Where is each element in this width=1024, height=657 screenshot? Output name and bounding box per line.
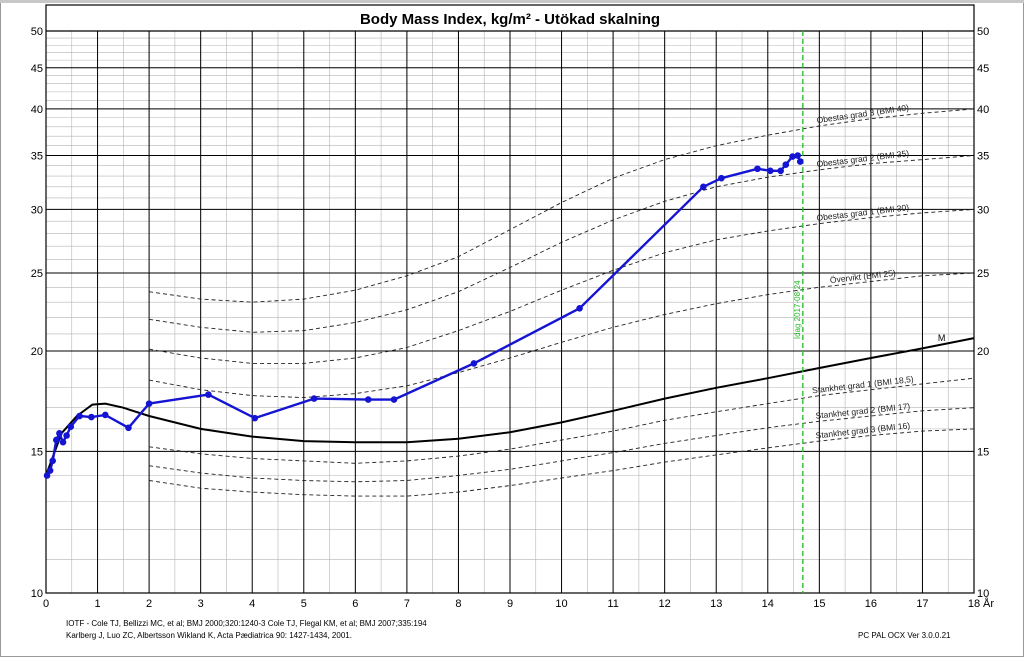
- chart-title: Body Mass Index, kg/m² - Utökad skalning: [360, 11, 660, 28]
- x-tick-label: 4: [249, 598, 255, 610]
- patient-bmi-point: [470, 360, 478, 367]
- x-tick-label: 3: [198, 598, 204, 610]
- patient-bmi-point: [754, 165, 761, 173]
- patient-bmi-point: [782, 161, 790, 168]
- patient-bmi-point: [145, 400, 153, 407]
- today-marker-label: Idag 2017-08-24: [793, 280, 802, 339]
- x-axis-label: År: [983, 597, 994, 610]
- reference-curve: [149, 208, 975, 364]
- patient-bmi-point: [700, 183, 707, 191]
- x-tick-label: 14: [762, 598, 774, 610]
- patient-bmi-point: [767, 167, 774, 175]
- y-tick-label-right: 40: [977, 104, 989, 116]
- y-tick-label-right: 45: [977, 63, 989, 75]
- x-tick-label: 11: [607, 598, 618, 610]
- reference-citation-2: Karlberg J, Luo ZC, Albertsson Wikland K…: [66, 631, 352, 640]
- y-tick-label-right: 20: [977, 346, 989, 358]
- x-tick-label: 8: [455, 598, 461, 610]
- patient-bmi-point: [63, 432, 70, 439]
- patient-bmi-point: [49, 457, 57, 465]
- patient-bmi-point: [777, 167, 784, 175]
- patient-bmi-point: [796, 158, 804, 165]
- y-tick-label-right: 10: [977, 588, 989, 600]
- patient-bmi-point: [56, 429, 63, 437]
- x-tick-label: 7: [404, 598, 410, 610]
- x-tick-label: 10: [555, 598, 567, 610]
- y-tick-label-left: 25: [31, 268, 43, 280]
- y-tick-label-left: 45: [31, 63, 43, 75]
- y-tick-label-left: 15: [31, 446, 43, 458]
- patient-bmi-point: [46, 467, 54, 474]
- patient-bmi-point: [251, 414, 259, 422]
- x-tick-label: 9: [507, 598, 513, 610]
- reference-curve: [149, 272, 975, 399]
- y-tick-label-right: 25: [977, 268, 989, 280]
- y-tick-label-left: 40: [31, 104, 43, 116]
- y-tick-label-left: 10: [31, 588, 43, 600]
- patient-bmi-point: [576, 304, 583, 312]
- patient-bmi-point: [76, 412, 83, 420]
- patient-bmi-point: [364, 396, 372, 403]
- patient-bmi-point: [718, 174, 725, 182]
- reference-curve: [149, 407, 975, 483]
- version-label: PC PAL OCX Ver 3.0.0.21: [858, 631, 951, 640]
- patient-bmi-point: [794, 152, 801, 159]
- median-label: M: [938, 333, 946, 343]
- patient-bmi-point: [310, 395, 318, 402]
- patient-bmi-point: [43, 472, 51, 479]
- x-tick-label: 15: [813, 598, 825, 610]
- x-tick-label: 17: [916, 598, 928, 610]
- x-tick-label: 18: [968, 598, 980, 610]
- x-tick-label: 12: [659, 598, 671, 610]
- y-tick-label-right: 35: [977, 151, 989, 163]
- y-tick-label-right: 15: [977, 446, 989, 458]
- y-tick-label-right: 50: [977, 26, 989, 38]
- y-tick-label-left: 30: [31, 204, 43, 216]
- y-tick-label-left: 50: [31, 26, 43, 38]
- reference-curve: [149, 428, 975, 497]
- x-tick-label: 13: [710, 598, 722, 610]
- y-tick-label-right: 30: [977, 204, 989, 216]
- y-tick-label-left: 20: [31, 346, 43, 358]
- x-tick-label: 0: [43, 598, 49, 610]
- patient-bmi-point: [67, 423, 75, 431]
- x-tick-label: 5: [301, 598, 307, 610]
- patient-bmi-point: [789, 153, 796, 160]
- patient-bmi-point: [125, 424, 132, 432]
- x-tick-label: 2: [146, 598, 152, 610]
- reference-curve: [149, 155, 975, 333]
- x-tick-label: 1: [94, 598, 100, 610]
- reference-citation-1: IOTF - Cole TJ, Bellizzi MC, et al; BMJ …: [66, 619, 427, 628]
- patient-bmi-point: [53, 436, 60, 444]
- median-curve: [45, 337, 975, 476]
- plot-frame: [45, 4, 975, 594]
- x-tick-label: 6: [352, 598, 358, 610]
- patient-bmi-point: [205, 391, 212, 398]
- patient-bmi-point: [59, 438, 67, 446]
- patient-bmi-point: [101, 411, 109, 419]
- y-tick-label-left: 35: [31, 151, 43, 163]
- x-tick-label: 16: [865, 598, 877, 610]
- reference-curve: [149, 377, 975, 464]
- patient-bmi-point: [390, 396, 398, 403]
- patient-bmi-point: [88, 413, 95, 421]
